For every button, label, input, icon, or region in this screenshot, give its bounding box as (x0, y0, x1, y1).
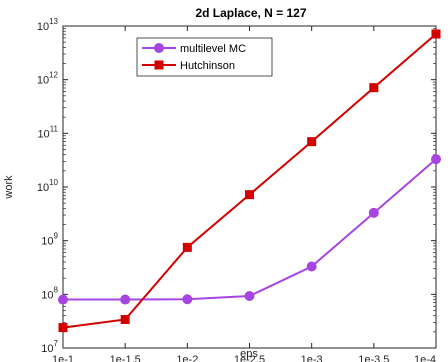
x-tick-label: 1e-2.5 (234, 354, 265, 362)
y-tick-label: 1012 (37, 71, 59, 87)
legend-marker (154, 43, 164, 53)
y-tick-label: 1013 (37, 17, 59, 33)
x-tick-label: 1e-1.5 (110, 354, 141, 362)
data-point (182, 242, 192, 252)
x-tick-label: 1e-3 (301, 354, 323, 362)
legend-marker (154, 60, 164, 70)
data-point (58, 294, 68, 305)
data-point (307, 137, 317, 147)
data-point (120, 314, 130, 324)
chart-title: 2d Laplace, N = 127 (195, 6, 306, 20)
y-tick-label: 1010 (37, 178, 59, 194)
series-hutchinson (58, 29, 441, 333)
data-point (306, 261, 317, 272)
data-point (58, 323, 68, 333)
series-layer (58, 29, 441, 333)
data-point (120, 294, 131, 305)
x-tick-label: 1e-1 (52, 354, 74, 362)
x-axis-label: eps (240, 348, 258, 360)
legend: multilevel MC Hutchinson (136, 37, 273, 77)
data-point (369, 83, 379, 93)
data-point (431, 154, 441, 165)
data-point (245, 190, 254, 200)
data-point (368, 207, 379, 218)
y-tick-label: 108 (41, 285, 58, 301)
legend-label: Hutchinson (180, 60, 235, 72)
data-point (182, 294, 193, 305)
y-tick-label: 107 (41, 339, 58, 355)
y-axis-label: work (3, 175, 15, 200)
data-point (244, 291, 255, 302)
legend-label: multilevel MC (180, 43, 246, 55)
x-tick-label: 1e-4 (414, 354, 436, 362)
y-axis: 107 108 109 1010 1011 1012 1013 (37, 17, 436, 355)
x-tick-label: 1e-2 (176, 354, 198, 362)
series-multilevel-mc (58, 154, 441, 305)
y-tick-label: 109 (41, 232, 58, 248)
x-axis: 1e-1 1e-1.5 1e-2 1e-2.5 1e-3 1e-3.5 1e-4 (52, 26, 437, 362)
x-tick-label: 1e-3.5 (358, 354, 389, 362)
data-point (431, 29, 441, 39)
y-tick-label: 1011 (37, 124, 58, 140)
